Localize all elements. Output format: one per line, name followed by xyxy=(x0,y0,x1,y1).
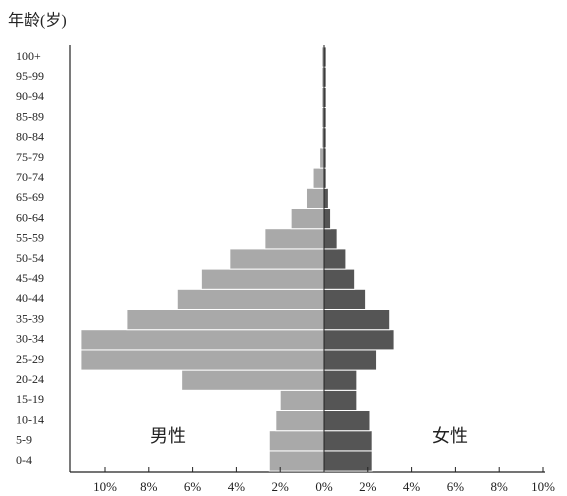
bar xyxy=(229,248,325,270)
bar xyxy=(275,410,325,432)
x-tick-label: 4% xyxy=(403,479,421,494)
y-tick-label: 30-34 xyxy=(16,332,44,346)
y-tick-label: 100+ xyxy=(16,49,41,63)
y-tick-label: 65-69 xyxy=(16,190,44,204)
bar xyxy=(176,288,325,310)
y-tick-label: 50-54 xyxy=(16,251,44,265)
bar xyxy=(323,309,391,331)
y-tick-label: 25-29 xyxy=(16,352,44,366)
bar xyxy=(200,268,325,290)
bar xyxy=(290,208,325,230)
bar xyxy=(181,369,325,391)
y-tick-label: 5-9 xyxy=(16,433,32,447)
legend-label: 男性 xyxy=(150,426,186,446)
x-tick-label: 2% xyxy=(359,479,377,494)
y-tick-label: 20-24 xyxy=(16,372,44,386)
bar xyxy=(323,430,373,452)
bar xyxy=(323,228,338,250)
bar xyxy=(323,248,347,270)
y-tick-label: 15-19 xyxy=(16,392,44,406)
bar xyxy=(264,228,325,250)
x-tick-label: 10% xyxy=(531,479,555,494)
y-tick-label: 60-64 xyxy=(16,210,44,224)
bar xyxy=(279,389,325,411)
y-tick-label: 95-99 xyxy=(16,69,44,83)
x-tick-label: 6% xyxy=(447,479,465,494)
x-tick-label: 6% xyxy=(184,479,202,494)
y-tick-label: 70-74 xyxy=(16,170,44,184)
bar xyxy=(323,349,378,371)
bar xyxy=(305,187,325,210)
x-tick-label: 4% xyxy=(228,479,246,494)
bar xyxy=(323,410,371,432)
y-tick-label: 45-49 xyxy=(16,271,44,285)
bar xyxy=(80,349,325,371)
x-tick-label: 8% xyxy=(491,479,509,494)
y-tick-label: 40-44 xyxy=(16,291,44,305)
y-axis-label: 年龄(岁) xyxy=(8,12,67,30)
y-tick-label: 75-79 xyxy=(16,150,44,164)
x-tick-label: 2% xyxy=(272,479,290,494)
bar xyxy=(323,268,356,290)
bar xyxy=(312,167,325,189)
bar xyxy=(268,450,325,472)
y-tick-label: 85-89 xyxy=(16,109,44,123)
bar xyxy=(323,187,329,210)
bar xyxy=(80,329,325,351)
bar xyxy=(323,288,367,310)
y-tick-label: 35-39 xyxy=(16,311,44,325)
y-tick-label: 90-94 xyxy=(16,89,44,103)
bar xyxy=(323,389,358,411)
bar xyxy=(323,369,358,391)
bar xyxy=(323,208,332,230)
y-tick-label: 55-59 xyxy=(16,231,44,245)
bar xyxy=(319,147,325,169)
bar xyxy=(323,329,395,351)
y-tick-label: 10-14 xyxy=(16,412,44,426)
x-tick-label: 8% xyxy=(140,479,158,494)
bar xyxy=(323,450,373,472)
bar xyxy=(126,309,325,331)
bar xyxy=(268,430,325,452)
y-tick-label: 80-84 xyxy=(16,130,44,144)
x-tick-label: 0% xyxy=(315,479,333,494)
legend-label: 女性 xyxy=(432,426,468,446)
x-tick-label: 10% xyxy=(93,479,117,494)
y-tick-label: 0-4 xyxy=(16,453,32,467)
